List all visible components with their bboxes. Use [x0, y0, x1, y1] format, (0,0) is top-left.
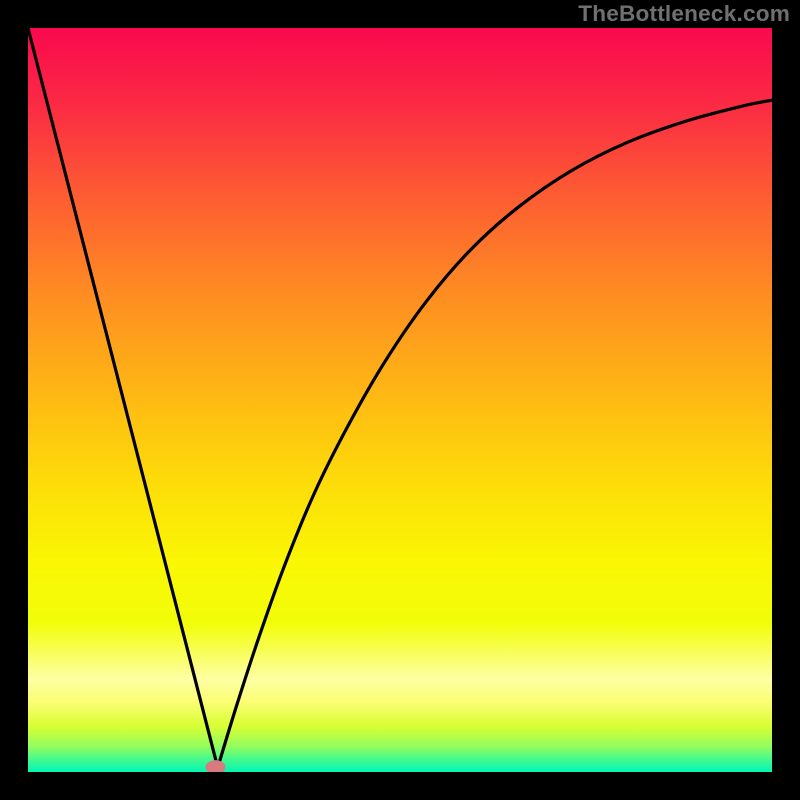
plot-area: [28, 28, 772, 772]
chart-svg: [28, 28, 772, 772]
attribution-label: TheBottleneck.com: [578, 0, 790, 27]
chart-canvas: TheBottleneck.com: [0, 0, 800, 800]
chart-background: [28, 28, 772, 772]
